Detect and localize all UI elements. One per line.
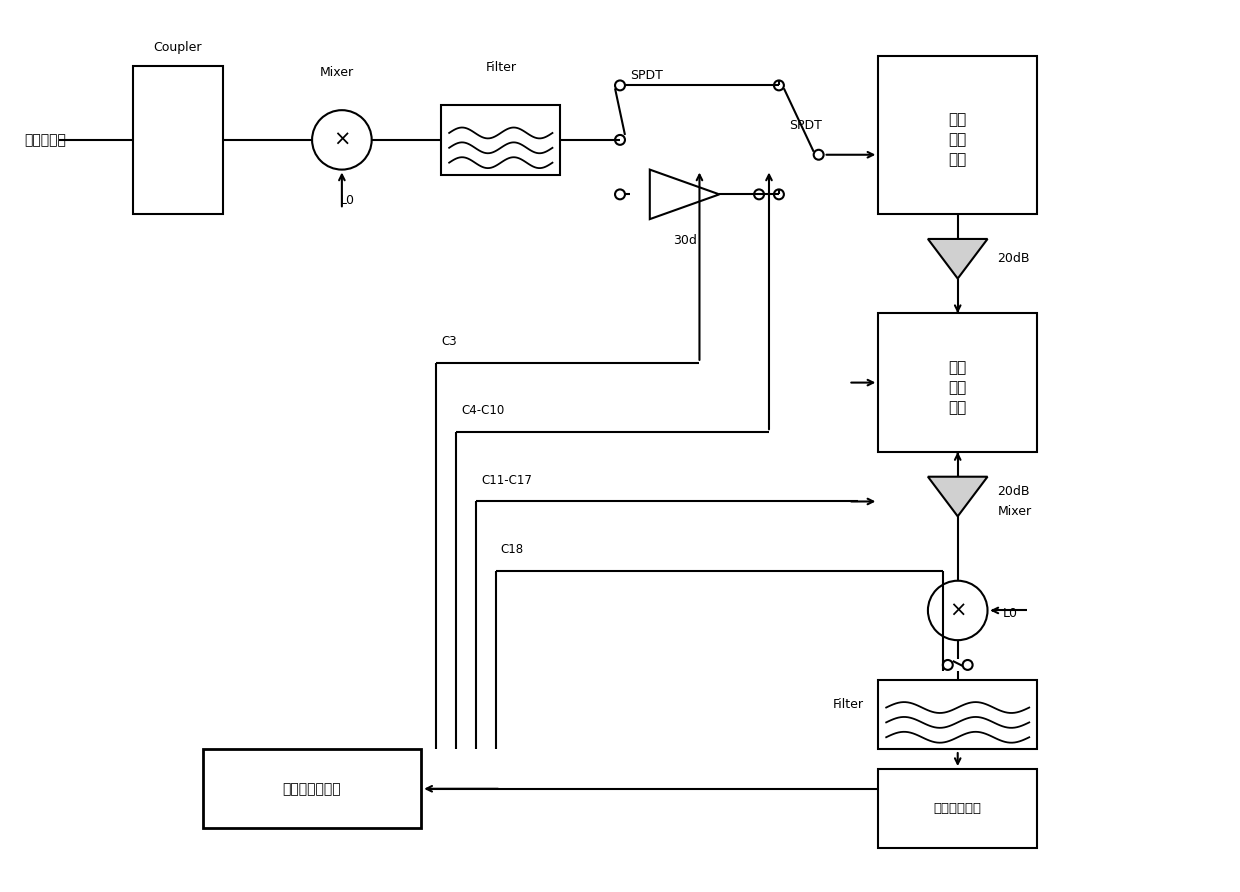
Text: 数字: 数字 (949, 112, 967, 128)
Text: 20dB: 20dB (997, 252, 1030, 265)
Text: 步衰: 步衰 (949, 380, 967, 395)
Text: 发射信号源: 发射信号源 (24, 133, 66, 147)
Polygon shape (928, 239, 987, 278)
Bar (878, 55, 1037, 214)
Text: SPDT: SPDT (789, 119, 822, 131)
Text: 射频参考输出: 射频参考输出 (934, 802, 982, 815)
Text: L0: L0 (1002, 607, 1017, 620)
Polygon shape (928, 476, 987, 516)
Text: C4-C10: C4-C10 (461, 404, 505, 417)
Text: 数字: 数字 (949, 360, 967, 376)
Text: Coupler: Coupler (154, 41, 202, 54)
Text: C11-C17: C11-C17 (481, 474, 532, 487)
Text: Filter: Filter (832, 698, 863, 711)
Bar (203, 749, 422, 829)
Text: Filter: Filter (485, 61, 516, 74)
Bar (133, 66, 223, 214)
Text: C3: C3 (441, 334, 456, 348)
Text: Mixer: Mixer (320, 66, 353, 78)
Text: 步衰: 步衰 (949, 132, 967, 147)
Text: L0: L0 (340, 194, 355, 207)
Bar (878, 769, 1037, 848)
Text: C18: C18 (501, 543, 525, 556)
Text: Mixer: Mixer (997, 505, 1032, 518)
Text: 单片机控制单元: 单片机控制单元 (283, 781, 341, 796)
Text: ×: × (334, 130, 351, 150)
Bar (878, 313, 1037, 452)
Text: ×: × (949, 600, 966, 621)
Text: SPDT: SPDT (630, 69, 663, 82)
Text: 20dB: 20dB (997, 485, 1030, 498)
Bar (441, 105, 560, 175)
Bar (878, 680, 1037, 749)
Text: 减器: 减器 (949, 153, 967, 167)
Text: 30d: 30d (672, 234, 697, 247)
Text: 减器: 减器 (949, 400, 967, 415)
